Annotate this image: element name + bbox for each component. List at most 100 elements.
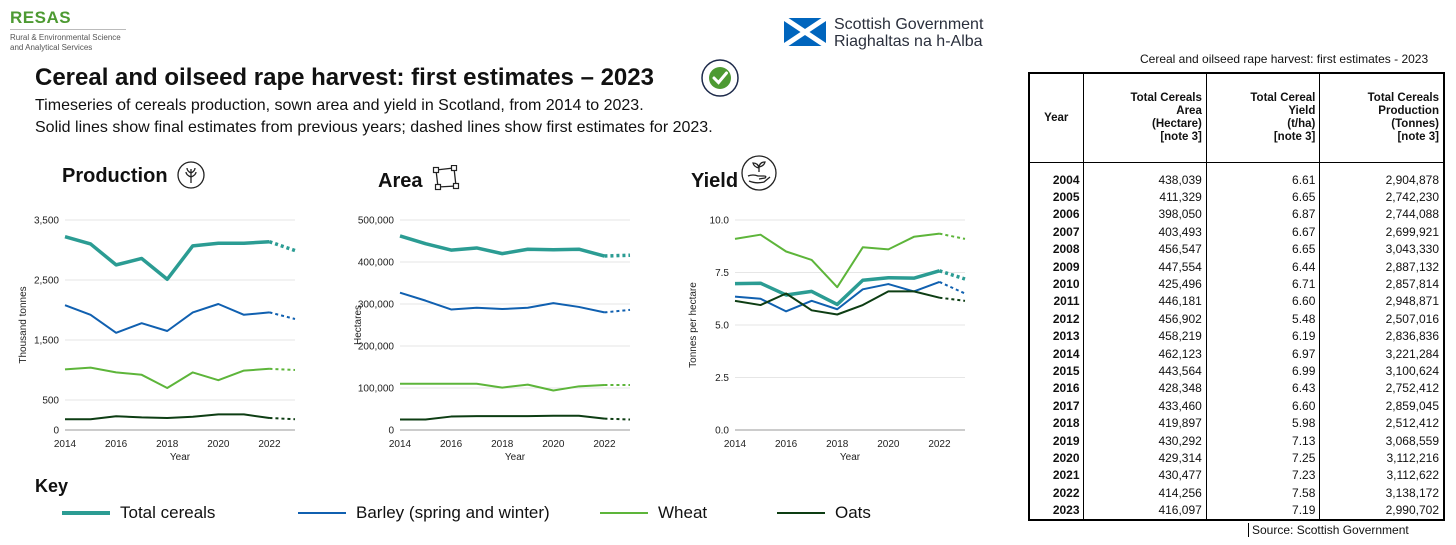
table-cell: 414,256 — [1082, 484, 1207, 502]
production-x-tick-label: 2018 — [156, 439, 179, 450]
table-cell: 2022 — [1052, 485, 1080, 500]
yield-series-oats-line — [734, 290, 940, 316]
table-row: 2018 419,897 5.98 2,512,412 — [1029, 414, 1444, 432]
table-cell: 7.13 — [1205, 431, 1320, 450]
key-swatch-barley — [298, 512, 346, 514]
table-column-header: Total Cereals Production (Tonnes) [note 3] — [1319, 73, 1444, 163]
table-cell: 2,904,878 — [1319, 162, 1444, 189]
yield-series-oats-estimate-segment — [939, 296, 966, 302]
table-cell: 411,329 — [1082, 188, 1207, 206]
table-column-header-line: Production — [1378, 105, 1439, 117]
table-cell: 2015 — [1052, 363, 1080, 378]
table-cell: 3,221,284 — [1319, 344, 1444, 363]
production-series-oats-estimate-segment — [269, 417, 296, 421]
table-row: 2004 438,039 6.61 2,904,878 — [1029, 162, 1444, 189]
table-cell: 2023 — [1052, 503, 1080, 518]
table-row: 2010 425,496 6.71 2,857,814 — [1029, 275, 1444, 293]
harvest-data-table: Year Total Cereals Area (Hectare) [note 3] To… — [1028, 72, 1445, 521]
table-cell: 403,493 — [1082, 223, 1207, 241]
table-cell: 6.71 — [1205, 275, 1320, 293]
yield-series-total-cereals-line — [734, 269, 940, 307]
source-note: Source: Scottish Government — [1248, 523, 1409, 537]
key-title: Key — [35, 476, 69, 496]
gov-name-gaelic: Riaghaltas na h-Alba — [834, 33, 983, 50]
production-series-oats-line — [65, 413, 270, 421]
area-series-wheat-line — [400, 382, 605, 392]
table-cell: 2,990,702 — [1319, 501, 1444, 520]
table-cell: 456,547 — [1082, 240, 1207, 258]
table-cell: 3,043,330 — [1319, 240, 1444, 258]
table-column-header: Total Cereals Area (Hectare) [note 3] — [1082, 73, 1207, 163]
table-column-header: Total Cereal Yield (t/ha) [note 3] — [1205, 73, 1320, 163]
table-cell: 6.65 — [1205, 240, 1320, 258]
table-cell: 429,314 — [1082, 449, 1207, 467]
table-cell: 6.43 — [1205, 379, 1320, 398]
resas-full-name-line2: and Analytical Services — [10, 43, 93, 52]
yield-series-wheat-line — [734, 232, 940, 289]
table-cell: 458,219 — [1082, 327, 1207, 345]
table-cell: 2,752,412 — [1319, 379, 1444, 398]
table-cell: 2021 — [1052, 468, 1080, 483]
area-x-tick-label: 2022 — [593, 439, 616, 450]
table-row: 2007 403,493 6.67 2,699,921 — [1029, 223, 1444, 241]
area-y-axis-label: Hectares — [353, 305, 364, 345]
table-column-header-line: Total Cereals — [1367, 92, 1439, 104]
table-cell: 416,097 — [1082, 501, 1207, 520]
key-label-wheat: Wheat — [658, 503, 708, 522]
area-series-barley-line — [399, 291, 605, 314]
area-polygon-icon — [432, 165, 460, 191]
area-series-barley-estimate-segment — [604, 308, 631, 314]
table-cell: 3,068,559 — [1319, 431, 1444, 450]
table-header-row: Year Total Cereals Area (Hectare) [note 3] To… — [1029, 73, 1444, 163]
table-row: 2008 456,547 6.65 3,043,330 — [1029, 240, 1444, 258]
gov-name-english: Scottish Government — [834, 16, 984, 33]
area-x-tick-label: 2014 — [389, 439, 412, 450]
table-cell: 2,948,871 — [1319, 292, 1444, 311]
key-label-total-cereals: Total cereals — [120, 503, 216, 522]
table-row: 2005 411,329 6.65 2,742,230 — [1029, 188, 1444, 206]
area-series-total-cereals-line — [399, 234, 605, 258]
table-cell: 2,699,921 — [1319, 223, 1444, 241]
area-series-oats-estimate-segment — [604, 417, 631, 421]
key-item-wheat: Wheat — [600, 503, 707, 523]
production-series-wheat-line — [64, 366, 270, 389]
table-row: 2020 429,314 7.25 3,112,216 — [1029, 449, 1444, 467]
table-cell: 456,902 — [1082, 310, 1207, 328]
table-cell: 6.65 — [1205, 188, 1320, 206]
table-body: 2004 438,039 6.61 2,904,878 2005 411,329 6.65 2… — [1029, 162, 1444, 520]
table-cell: 2007 — [1052, 224, 1080, 239]
key-label-barley: Barley (spring and winter) — [356, 503, 550, 522]
production-x-tick-label: 2020 — [207, 439, 230, 450]
table-cell: 2,857,814 — [1319, 275, 1444, 293]
table-row: 2006 398,050 6.87 2,744,088 — [1029, 205, 1444, 224]
area-chart-title: Area — [378, 170, 423, 192]
yield-x-tick-label: 2018 — [826, 439, 849, 450]
table-cell: 428,348 — [1082, 379, 1207, 398]
table-cell: 7.23 — [1205, 466, 1320, 485]
table-column-header-line: (t/ha) — [1287, 118, 1316, 130]
yield-y-tick-label: 2.5 — [715, 373, 729, 384]
scottish-government-logo-text: Scottish Government Riaghaltas na h-Alba — [834, 16, 983, 50]
wheat-grain-icon — [177, 161, 205, 189]
table-cell: 2014 — [1052, 346, 1080, 361]
table-cell: 2,836,836 — [1319, 327, 1444, 345]
table-row: 2014 462,123 6.97 3,221,284 — [1029, 344, 1444, 363]
page-subtitle-1: Timeseries of cereals production, sown a… — [35, 97, 644, 114]
table-column-header-line: Total Cereals — [1130, 92, 1202, 104]
production-chart-title: Production — [62, 165, 168, 187]
table-cell: 398,050 — [1082, 205, 1207, 224]
table-cell: 3,112,622 — [1319, 466, 1444, 485]
table-cell: 6.97 — [1205, 344, 1320, 363]
production-series-barley-estimate-segment — [269, 311, 296, 320]
table-cell: 3,138,172 — [1319, 484, 1444, 502]
saltire-flag-icon — [784, 18, 826, 46]
area-line-chart: 0 100,000 200,000 300,000 400,000 500,000 2014… — [353, 216, 631, 463]
table-cell: 2,859,045 — [1319, 397, 1444, 415]
resas-logo-text: RESAS — [10, 8, 72, 27]
area-y-tick-label: 500,000 — [358, 216, 395, 227]
production-series-barley-line — [64, 303, 270, 334]
table-cell: 430,477 — [1082, 466, 1207, 485]
table-cell: 462,123 — [1082, 344, 1207, 363]
yield-x-tick-label: 2016 — [775, 439, 798, 450]
table-cell: 7.58 — [1205, 484, 1320, 502]
